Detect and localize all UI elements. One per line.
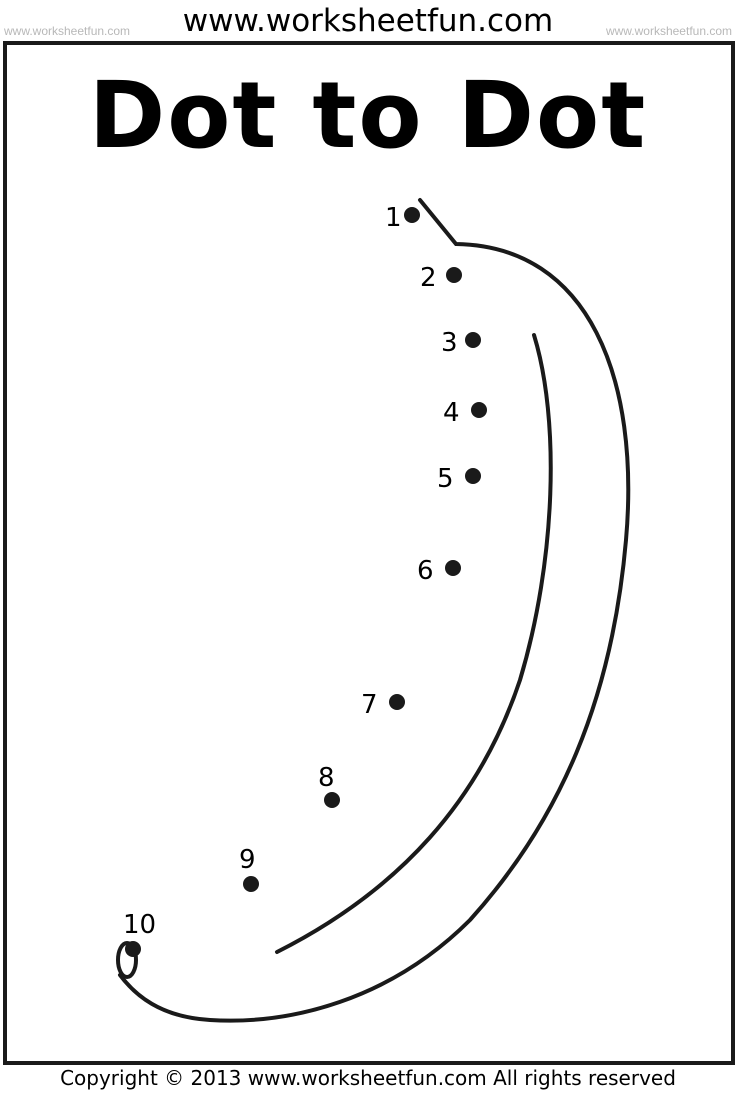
dot-label-1: 1	[385, 203, 402, 233]
dot-label-2: 2	[420, 263, 437, 293]
worksheet-border	[3, 41, 735, 1065]
dot-label-3: 3	[441, 328, 458, 358]
dot-label-5: 5	[437, 464, 454, 494]
page-title: Dot to Dot	[88, 62, 648, 169]
dot-2	[446, 267, 462, 283]
dot-8	[324, 792, 340, 808]
dot-label-4: 4	[443, 398, 460, 428]
watermark-left: www.worksheetfun.com	[4, 24, 131, 38]
dot-label-6: 6	[417, 556, 434, 586]
copyright-footer: Copyright © 2013 www.worksheetfun.com Al…	[60, 1066, 676, 1090]
dot-1	[404, 207, 420, 223]
banana-inner-line	[275, 333, 553, 954]
watermark-right: www.worksheetfun.com	[605, 24, 732, 38]
dot-label-9: 9	[239, 845, 256, 875]
dot-10	[125, 941, 141, 957]
banana-outline	[118, 198, 631, 1023]
dot-label-10: 10	[123, 910, 156, 940]
dot-5	[465, 468, 481, 484]
dot-4	[471, 402, 487, 418]
dot-6	[445, 560, 461, 576]
dot-7	[389, 694, 405, 710]
site-header: www.worksheetfun.com	[182, 3, 554, 39]
dot-label-7: 7	[361, 690, 378, 720]
banana-tip-loop	[116, 941, 138, 979]
dot-label-8: 8	[318, 763, 335, 793]
dot-3	[465, 332, 481, 348]
dot-9	[243, 876, 259, 892]
